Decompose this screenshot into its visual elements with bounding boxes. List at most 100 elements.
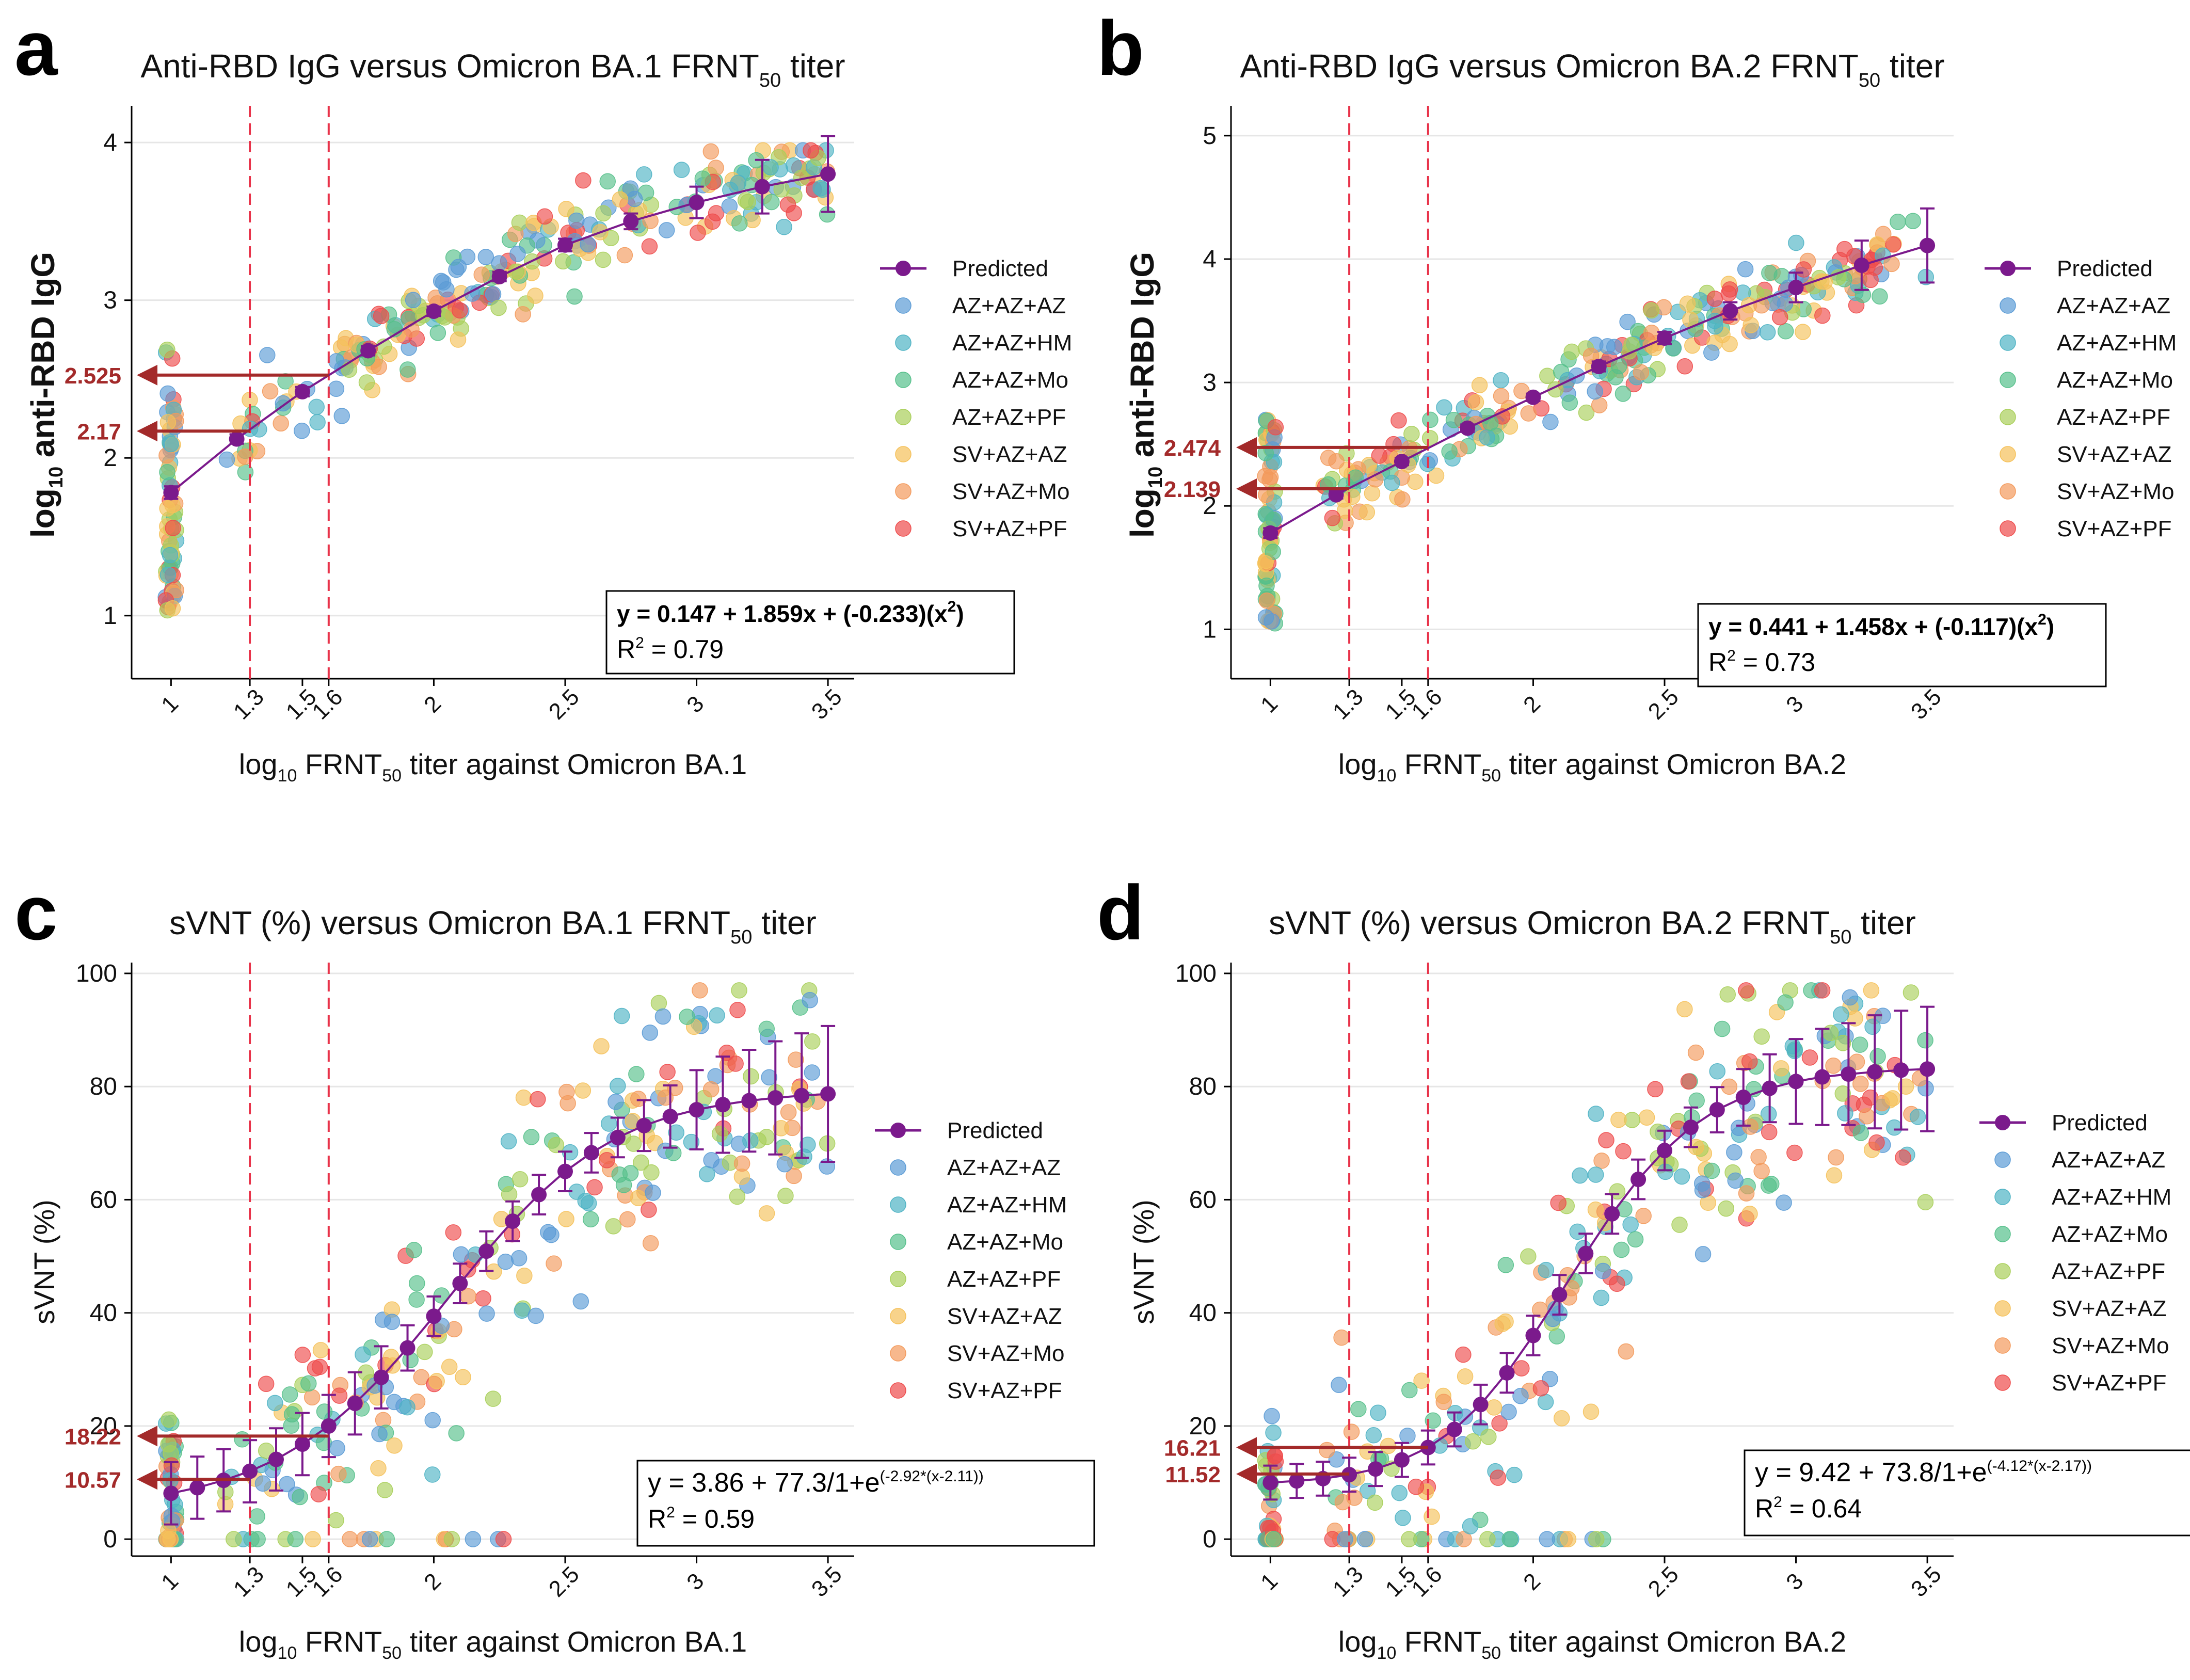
legend-label: AZ+AZ+Mo — [947, 1229, 1063, 1255]
scatter-point — [709, 1007, 725, 1024]
y-tick-label: 1 — [1203, 616, 1217, 643]
y-tick-label: 2 — [1203, 492, 1217, 520]
scatter-point — [1842, 989, 1859, 1006]
scatter-point — [1837, 1105, 1853, 1122]
y-axis-label-post: anti-RBD IgG — [24, 252, 61, 467]
predicted-point — [820, 1086, 836, 1102]
predicted-point — [1920, 237, 1936, 253]
scatter-point — [595, 251, 612, 268]
predicted-point — [715, 1097, 731, 1113]
scatter-point — [1738, 982, 1754, 999]
scatter-point — [718, 1045, 735, 1061]
legend: Predicted AZ+AZ+AZ AZ+AZ+HM AZ+AZ+Mo AZ+AZ+P… — [875, 1118, 1067, 1403]
scatter-point — [593, 1038, 610, 1054]
scatter-point — [690, 225, 706, 241]
scatter-point — [636, 166, 652, 183]
scatter-point — [555, 253, 571, 270]
scatter-point — [1512, 1387, 1529, 1404]
scatter-point — [1572, 1167, 1588, 1184]
predicted-point — [1788, 1074, 1804, 1090]
legend-label: Predicted — [952, 256, 1048, 281]
scatter-point — [1741, 1053, 1758, 1070]
scatter-point — [262, 383, 279, 399]
scatter-point — [1265, 543, 1281, 560]
scatter-point — [159, 414, 177, 430]
r-squared-sup: 2 — [1727, 647, 1736, 664]
scatter-point — [1385, 436, 1402, 453]
scatter-point — [453, 1246, 470, 1263]
scatter-point — [1687, 1044, 1704, 1061]
scatter-point — [622, 180, 639, 197]
equation-main: y = 0.147 + 1.859x + (-0.233)(x — [617, 600, 948, 627]
scatter-point — [511, 214, 528, 231]
r-squared-value: = 0.64 — [1782, 1494, 1862, 1523]
scatter-point — [1828, 1149, 1844, 1166]
predicted-point — [189, 1480, 205, 1496]
scatter-point — [491, 255, 507, 272]
scatter-point — [445, 1224, 462, 1241]
scatter-point — [1445, 411, 1462, 428]
scatter-point — [546, 1255, 562, 1272]
scatter-point — [761, 1069, 777, 1086]
scatter-point — [378, 1531, 395, 1547]
legend-label: SV+AZ+AZ — [2057, 442, 2172, 467]
x-axis-label-mid: FRNT — [297, 748, 382, 780]
y-tick-label: 100 — [76, 960, 117, 987]
predicted-point — [1525, 1327, 1541, 1343]
predicted-point — [1604, 1206, 1620, 1222]
scatter-point — [558, 1083, 575, 1100]
scatter-point — [1520, 1248, 1537, 1265]
legend-label: AZ+AZ+HM — [952, 330, 1072, 356]
scatter-point — [355, 1346, 371, 1363]
threshold-arrow-head — [137, 1426, 157, 1447]
scatter-point — [1561, 394, 1578, 411]
scatter-point — [1367, 1494, 1383, 1511]
x-axis-label-mid: FRNT — [297, 1625, 382, 1658]
equation-box — [605, 590, 1015, 675]
predicted-point — [505, 1213, 521, 1229]
scatter-point — [743, 1068, 759, 1085]
scatter-point — [1795, 261, 1812, 278]
equation-tail: ) — [956, 600, 964, 627]
scatter-point — [371, 1426, 388, 1443]
scatter-point — [619, 1211, 636, 1228]
scatter-point — [497, 1253, 514, 1270]
scatter-point — [455, 1369, 471, 1386]
scatter-point — [1917, 268, 1935, 285]
scatter-point — [249, 1508, 265, 1525]
scatter-point — [1627, 1231, 1644, 1248]
x-axis-label-sub2: 50 — [1481, 1643, 1501, 1663]
scatter-point — [1539, 1531, 1555, 1547]
scatter-point — [1350, 1401, 1367, 1417]
scatter-point — [802, 991, 818, 1009]
scatter-point — [515, 1089, 532, 1106]
y-tick-label: 40 — [1189, 1300, 1217, 1327]
x-axis-label-post: titer against Omicron BA.2 — [1501, 1625, 1846, 1658]
scatter-point — [1267, 1447, 1283, 1464]
scatter-point — [1560, 1531, 1577, 1547]
scatter-point — [1328, 453, 1345, 470]
y-axis-label-post: sVNT (%) — [1127, 1199, 1160, 1324]
predicted-point — [662, 1109, 678, 1125]
scatter-point — [1401, 1531, 1417, 1547]
scatter-point — [1494, 1316, 1511, 1332]
predicted-point — [373, 1369, 389, 1385]
scatter-point — [641, 1202, 657, 1218]
scatter-point — [305, 1531, 321, 1547]
scatter-point — [309, 414, 326, 430]
scatter-point — [1834, 1035, 1851, 1051]
y-axis-label: sVNT (%) — [28, 1199, 60, 1324]
scatter-point — [383, 1314, 401, 1330]
scatter-point — [1457, 1368, 1474, 1385]
scatter-point — [1424, 1508, 1440, 1525]
scatter-point — [292, 1489, 308, 1506]
y-tick-label: 80 — [90, 1073, 117, 1100]
scatter-point — [399, 361, 416, 378]
scatter-point — [1688, 1092, 1705, 1109]
r-squared-text: R2 = 0.64 — [1755, 1494, 1862, 1523]
predicted-point — [478, 1243, 494, 1259]
x-tick-label: 3 — [682, 1569, 709, 1595]
x-axis-label-pre: log — [239, 748, 278, 780]
scatter-point — [642, 1025, 659, 1041]
scatter-point — [1480, 1429, 1497, 1445]
